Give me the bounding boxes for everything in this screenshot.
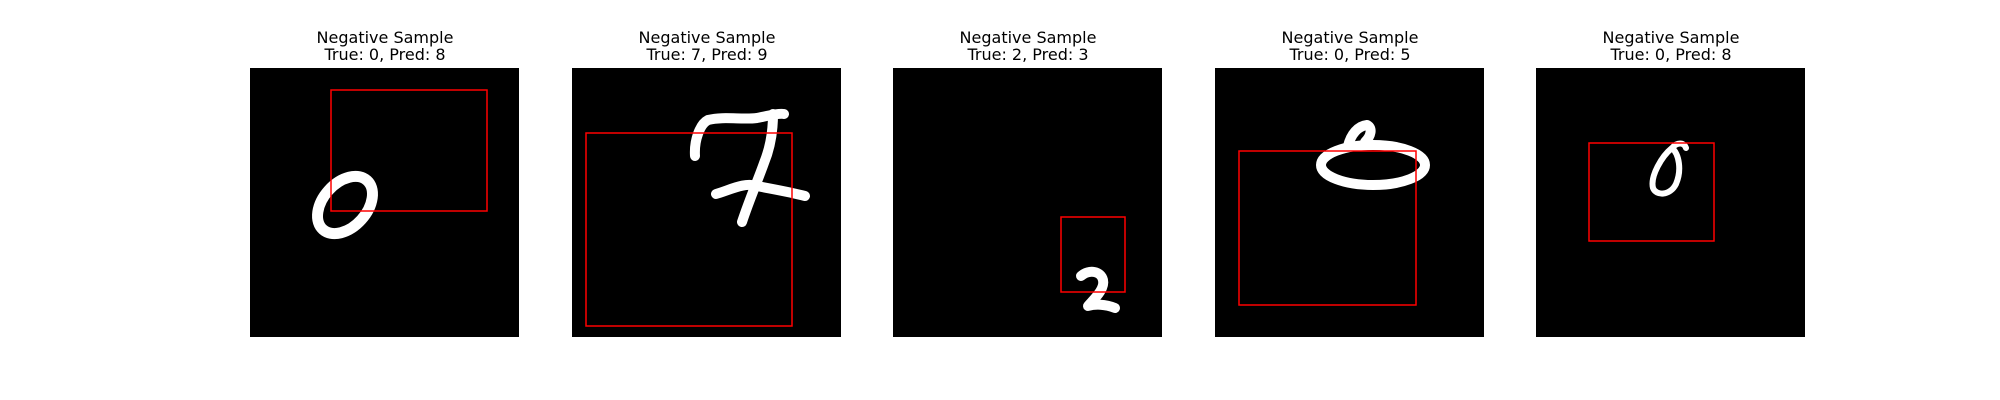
panel-title: Negative Sample True: 2, Pred: 3 [873, 29, 1183, 63]
panel-title: Negative Sample True: 0, Pred: 5 [1195, 29, 1505, 63]
digit-stroke [689, 108, 810, 227]
bounding-box [1060, 216, 1126, 293]
panel-title-line: Negative Sample [959, 28, 1097, 47]
panel-subtitle-line: True: 0, Pred: 8 [1610, 45, 1732, 64]
digit-image [1215, 68, 1484, 337]
bounding-box [585, 132, 793, 327]
panel-title-line: Negative Sample [1281, 28, 1419, 47]
digit-image [572, 68, 841, 337]
sample-panel: Negative Sample True: 0, Pred: 8 [250, 0, 520, 400]
sample-panel: Negative Sample True: 7, Pred: 9 [572, 0, 842, 400]
panel-subtitle-line: True: 7, Pred: 9 [646, 45, 768, 64]
panel-title: Negative Sample True: 7, Pred: 9 [552, 29, 862, 63]
digit-stroke [1076, 266, 1120, 313]
digit-image-canvas [1588, 140, 1715, 242]
panel-title-line: Negative Sample [638, 28, 776, 47]
panel-subtitle-line: True: 2, Pred: 3 [967, 45, 1089, 64]
panel-subtitle-line: True: 0, Pred: 8 [324, 45, 446, 64]
digit-image [1536, 68, 1805, 337]
bounding-box [1588, 142, 1715, 242]
bounding-box [1238, 150, 1417, 306]
panel-title-line: Negative Sample [316, 28, 454, 47]
digit-image-canvas [1238, 120, 1430, 306]
panel-subtitle-line: True: 0, Pred: 5 [1289, 45, 1411, 64]
panel-title: Negative Sample True: 0, Pred: 8 [1516, 29, 1826, 63]
sample-panel: Negative Sample True: 0, Pred: 5 [1215, 0, 1485, 400]
digit-stroke [1316, 120, 1430, 190]
digit-image [250, 68, 519, 337]
panel-title-line: Negative Sample [1602, 28, 1740, 47]
digit-image [893, 68, 1162, 337]
digit-image-canvas [312, 89, 488, 240]
sample-panel: Negative Sample True: 0, Pred: 8 [1536, 0, 1806, 400]
digit-image-canvas [1060, 216, 1126, 313]
sample-panel: Negative Sample True: 2, Pred: 3 [893, 0, 1163, 400]
bounding-box [330, 89, 488, 212]
digit-stroke [1649, 140, 1689, 197]
panel-title: Negative Sample True: 0, Pred: 8 [230, 29, 540, 63]
digit-image-canvas [585, 108, 810, 327]
digit-stroke [312, 170, 378, 240]
